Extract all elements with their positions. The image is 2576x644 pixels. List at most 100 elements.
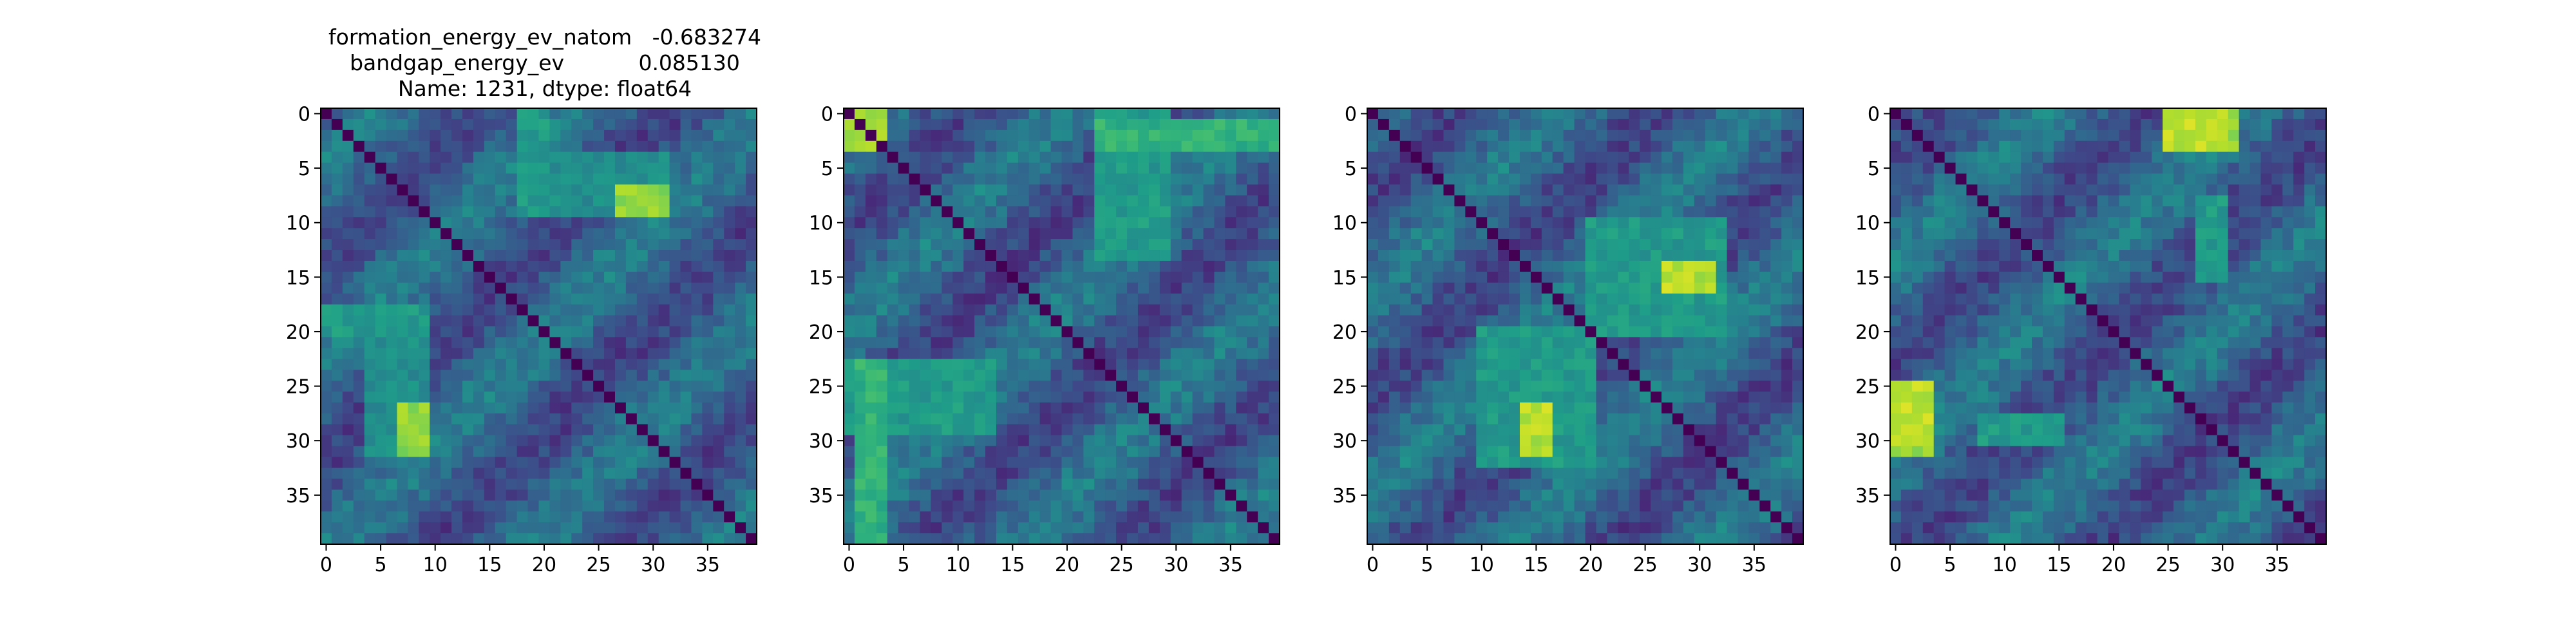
heatmap-cell — [451, 129, 463, 142]
heatmap-cell — [375, 282, 387, 294]
heatmap-cell — [952, 315, 964, 327]
heatmap-cell — [462, 402, 474, 414]
heatmap-cell — [353, 348, 365, 359]
heatmap-cell — [1094, 108, 1106, 120]
heatmap-cell — [614, 337, 627, 348]
heatmap-cell — [1574, 260, 1586, 272]
heatmap-cell — [1247, 260, 1258, 272]
chart-title-line-2: bandgap_energy_ev 0.085130 — [350, 50, 740, 75]
heatmap-cell — [647, 250, 659, 261]
heatmap-cell — [713, 381, 724, 392]
heatmap-cell — [342, 118, 354, 131]
heatmap-cell — [1563, 108, 1575, 120]
heatmap-cell — [527, 260, 540, 272]
heatmap-cell — [898, 260, 910, 272]
heatmap-cell — [1596, 217, 1607, 229]
heatmap-cell — [647, 457, 659, 469]
heatmap-cell — [1727, 162, 1739, 175]
heatmap-cell — [1247, 424, 1258, 436]
heatmap-cell — [440, 129, 452, 142]
heatmap-cell — [1061, 239, 1074, 251]
heatmap-cell — [1618, 184, 1629, 196]
heatmap-cell — [1781, 260, 1793, 272]
heatmap-cell — [1072, 206, 1084, 218]
heatmap-cell — [1585, 468, 1597, 480]
heatmap-cell — [920, 195, 931, 207]
heatmap-cell — [713, 413, 724, 425]
heatmap-cell — [364, 315, 376, 327]
heatmap-cell — [865, 195, 877, 207]
heatmap-cell — [1148, 228, 1160, 240]
heatmap-cell — [527, 337, 540, 348]
heatmap-cell — [920, 151, 931, 164]
heatmap-cell — [1116, 337, 1128, 348]
heatmap-cell — [1007, 500, 1019, 512]
heatmap-cell — [1410, 260, 1423, 272]
heatmap-cell — [1072, 326, 1084, 338]
heatmap-cell — [647, 381, 659, 392]
heatmap-cell — [342, 381, 354, 392]
heatmap-cell — [527, 370, 540, 381]
heatmap-cell — [1181, 173, 1193, 185]
heatmap-cell — [1116, 359, 1128, 370]
heatmap-cell — [1247, 370, 1258, 381]
heatmap-cell — [724, 250, 735, 261]
heatmap-cell — [506, 413, 518, 425]
heatmap-cell — [931, 195, 942, 207]
heatmap-cell — [1137, 239, 1150, 251]
heatmap-cell — [560, 489, 572, 501]
heatmap-cell — [887, 217, 899, 229]
heatmap-cell — [484, 151, 496, 164]
heatmap-cell — [473, 370, 485, 381]
heatmap-cell — [1421, 500, 1434, 512]
heatmap-cell — [1116, 250, 1128, 261]
heatmap-cell — [1432, 250, 1444, 261]
heatmap-cell — [1072, 402, 1084, 414]
heatmap-cell — [1651, 282, 1662, 294]
heatmap-cell — [1748, 468, 1760, 480]
heatmap-cell — [625, 195, 638, 207]
heatmap-cell — [1018, 260, 1030, 272]
heatmap-cell — [1236, 522, 1247, 534]
heatmap-cell — [931, 250, 942, 261]
heatmap-cell — [1792, 435, 1804, 447]
heatmap-cell — [353, 151, 365, 164]
heatmap-cell — [876, 392, 888, 403]
heatmap-cell — [1541, 381, 1553, 392]
heatmap-cell — [1214, 326, 1226, 338]
heatmap-cell — [1890, 118, 1902, 131]
heatmap-cell — [844, 446, 855, 458]
heatmap-cell — [865, 446, 877, 458]
heatmap-cell — [1541, 228, 1553, 240]
heatmap-cell — [462, 359, 474, 370]
heatmap-cell — [1618, 500, 1629, 512]
heatmap-cell — [1203, 260, 1215, 272]
heatmap-cell — [1203, 402, 1215, 414]
heatmap-cell — [353, 304, 365, 316]
heatmap-cell — [735, 250, 746, 261]
heatmap-cell — [321, 402, 332, 414]
heatmap-cell — [440, 348, 452, 359]
y-tick-label: 20 — [286, 321, 310, 344]
heatmap-cell — [1618, 370, 1629, 381]
heatmap-cell — [952, 337, 964, 348]
heatmap-cell — [430, 282, 441, 294]
heatmap-cell — [1519, 402, 1531, 414]
heatmap-cell — [974, 304, 986, 316]
heatmap-cell — [636, 108, 649, 120]
heatmap-cell — [996, 392, 1008, 403]
heatmap-cell — [625, 457, 638, 469]
heatmap-cell — [1094, 315, 1106, 327]
heatmap-cell — [1683, 370, 1695, 381]
heatmap-cell — [1618, 140, 1629, 153]
heatmap-cell — [1519, 348, 1531, 359]
heatmap-cell — [1421, 151, 1434, 164]
heatmap-cell — [1552, 370, 1564, 381]
heatmap-cell — [1170, 315, 1182, 327]
heatmap-cell — [1269, 282, 1280, 294]
heatmap-cell — [331, 402, 343, 414]
heatmap-cell — [560, 217, 572, 229]
heatmap-cell — [2032, 118, 2043, 131]
heatmap-cell — [1781, 304, 1793, 316]
heatmap-cell — [1716, 424, 1728, 436]
